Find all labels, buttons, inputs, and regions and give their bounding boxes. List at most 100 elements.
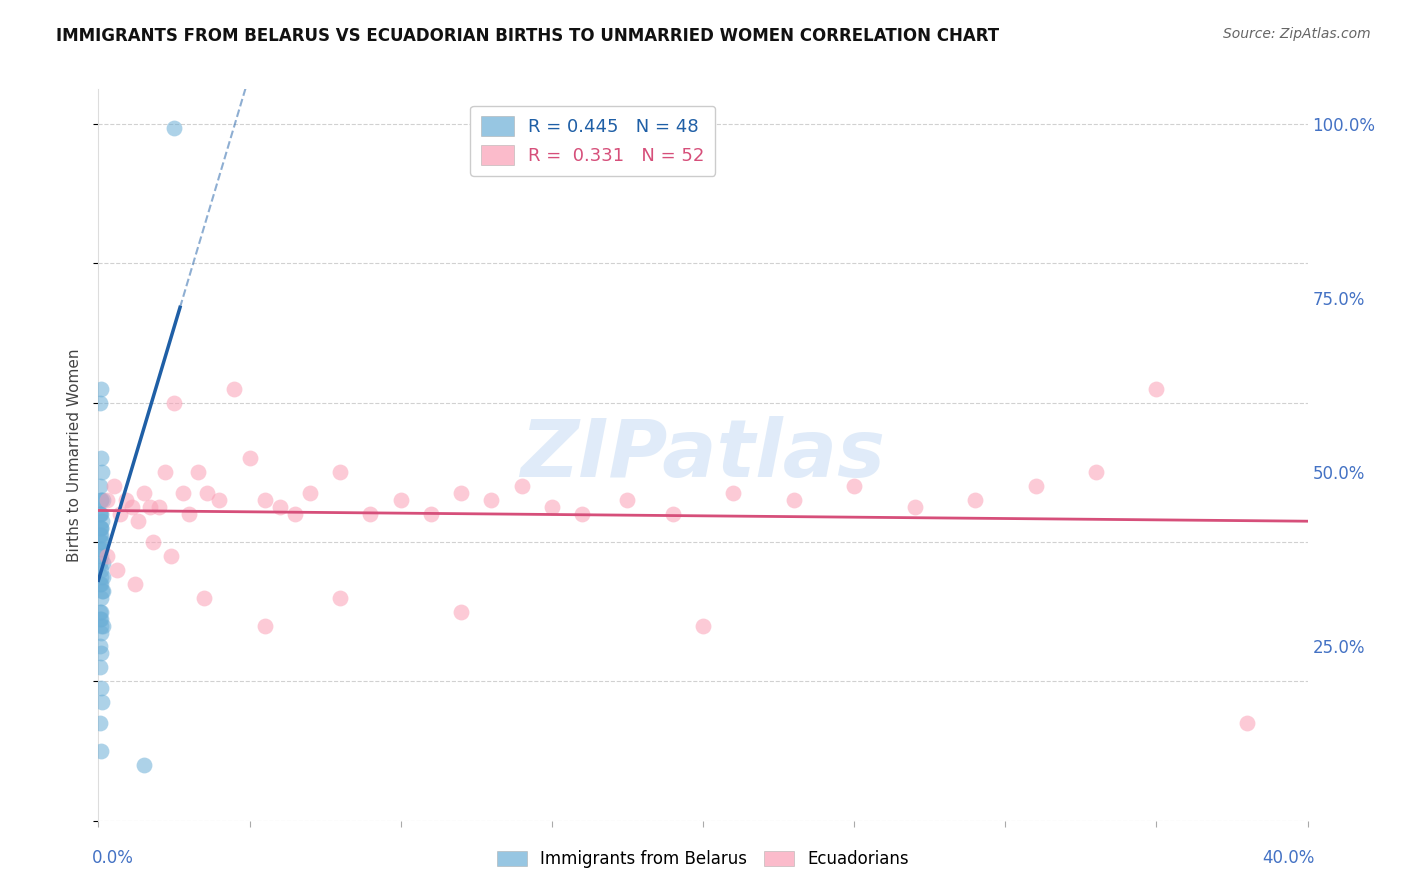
Point — [163, 395, 186, 409]
Point — [90, 549, 112, 563]
Text: Source: ZipAtlas.com: Source: ZipAtlas.com — [1223, 27, 1371, 41]
Point — [284, 507, 307, 521]
Point — [89, 605, 111, 619]
Point — [96, 549, 118, 563]
Point — [1024, 479, 1046, 493]
Point — [360, 507, 382, 521]
Point — [661, 507, 683, 521]
Point — [91, 618, 114, 632]
Point — [89, 660, 111, 674]
Point — [90, 744, 112, 758]
Point — [450, 605, 472, 619]
Point — [90, 382, 112, 396]
Point — [1236, 716, 1258, 731]
Point — [90, 507, 112, 521]
Point — [91, 466, 114, 480]
Point — [114, 493, 136, 508]
Y-axis label: Births to Unmarried Women: Births to Unmarried Women — [67, 348, 83, 562]
Point — [90, 541, 112, 556]
Point — [96, 493, 118, 508]
Point — [253, 618, 276, 632]
Point — [299, 486, 322, 500]
Point — [89, 521, 111, 535]
Point — [90, 625, 112, 640]
Point — [269, 500, 291, 515]
Point — [90, 576, 112, 591]
Point — [90, 535, 112, 549]
Point — [90, 605, 112, 619]
Point — [89, 612, 111, 626]
Point — [89, 541, 111, 556]
Point — [89, 640, 111, 654]
Point — [89, 479, 111, 493]
Point — [90, 493, 112, 508]
Point — [121, 500, 143, 515]
Point — [91, 493, 114, 508]
Point — [142, 535, 165, 549]
Point — [89, 395, 111, 409]
Point — [208, 493, 231, 508]
Point — [163, 120, 186, 135]
Point — [91, 583, 114, 598]
Point — [90, 521, 112, 535]
Point — [90, 570, 112, 584]
Point — [481, 493, 503, 508]
Point — [89, 556, 111, 570]
Point — [239, 451, 262, 466]
Text: 40.0%: 40.0% — [1263, 849, 1315, 867]
Point — [91, 695, 114, 709]
Point — [450, 486, 472, 500]
Point — [692, 618, 714, 632]
Point — [329, 591, 352, 605]
Text: IMMIGRANTS FROM BELARUS VS ECUADORIAN BIRTHS TO UNMARRIED WOMEN CORRELATION CHAR: IMMIGRANTS FROM BELARUS VS ECUADORIAN BI… — [56, 27, 1000, 45]
Point — [132, 758, 155, 772]
Text: 0.0%: 0.0% — [91, 849, 134, 867]
Point — [160, 549, 183, 563]
Point — [89, 716, 111, 731]
Point — [510, 479, 533, 493]
Point — [90, 563, 112, 577]
Point — [90, 528, 112, 542]
Point — [90, 493, 112, 508]
Point — [91, 583, 114, 598]
Point — [89, 507, 111, 521]
Point — [153, 466, 176, 480]
Point — [127, 514, 149, 528]
Point — [389, 493, 412, 508]
Point — [91, 514, 114, 528]
Point — [89, 576, 111, 591]
Point — [195, 486, 218, 500]
Point — [90, 521, 112, 535]
Point — [329, 466, 352, 480]
Legend: Immigrants from Belarus, Ecuadorians: Immigrants from Belarus, Ecuadorians — [491, 844, 915, 875]
Point — [723, 486, 745, 500]
Point — [179, 507, 201, 521]
Point — [90, 618, 112, 632]
Point — [90, 612, 112, 626]
Point — [1144, 382, 1167, 396]
Point — [965, 493, 987, 508]
Point — [89, 528, 111, 542]
Point — [616, 493, 638, 508]
Point — [132, 486, 155, 500]
Point — [89, 507, 111, 521]
Point — [91, 535, 114, 549]
Point — [105, 563, 128, 577]
Point — [108, 507, 131, 521]
Point — [90, 681, 112, 696]
Point — [904, 500, 927, 515]
Point — [91, 570, 114, 584]
Point — [420, 507, 443, 521]
Point — [253, 493, 276, 508]
Point — [148, 500, 170, 515]
Point — [1085, 466, 1108, 480]
Legend: R = 0.445   N = 48, R =  0.331   N = 52: R = 0.445 N = 48, R = 0.331 N = 52 — [470, 105, 716, 176]
Point — [91, 556, 114, 570]
Point — [224, 382, 246, 396]
Point — [193, 591, 215, 605]
Point — [90, 591, 112, 605]
Text: ZIPatlas: ZIPatlas — [520, 416, 886, 494]
Point — [571, 507, 593, 521]
Point — [844, 479, 866, 493]
Point — [540, 500, 562, 515]
